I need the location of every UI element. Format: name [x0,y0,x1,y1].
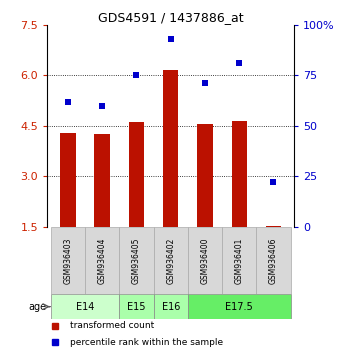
Text: GSM936400: GSM936400 [200,238,210,284]
Bar [129,122,144,227]
Bar [232,121,247,227]
Point [168,36,173,42]
Point [202,81,208,86]
Bar [197,124,213,227]
Bar [94,134,110,227]
Bar [119,294,153,319]
Text: percentile rank within the sample: percentile rank within the sample [70,338,223,347]
Text: GSM936404: GSM936404 [98,238,107,284]
Text: E17.5: E17.5 [225,302,253,312]
Bar [188,227,222,294]
Title: GDS4591 / 1437886_at: GDS4591 / 1437886_at [98,11,243,24]
Point [134,73,139,78]
Point [237,60,242,66]
Bar [188,294,291,319]
Bar [60,133,76,227]
Bar [256,227,291,294]
Text: GSM936405: GSM936405 [132,238,141,284]
Point [65,99,71,104]
Text: GSM936401: GSM936401 [235,238,244,284]
Bar [222,227,256,294]
Bar [85,227,119,294]
Text: GSM936406: GSM936406 [269,238,278,284]
Bar [119,227,153,294]
Bar [153,294,188,319]
Bar [51,294,119,319]
Text: GSM936402: GSM936402 [166,238,175,284]
Text: transformed count: transformed count [70,321,154,330]
Text: E16: E16 [162,302,180,312]
Text: age: age [28,302,47,312]
Bar [266,226,281,227]
Bar [51,227,85,294]
Bar [153,227,188,294]
Point [99,103,105,108]
Text: E15: E15 [127,302,146,312]
Text: GSM936403: GSM936403 [64,238,72,284]
Text: E14: E14 [76,302,94,312]
Bar [163,70,178,227]
Point [271,179,276,185]
